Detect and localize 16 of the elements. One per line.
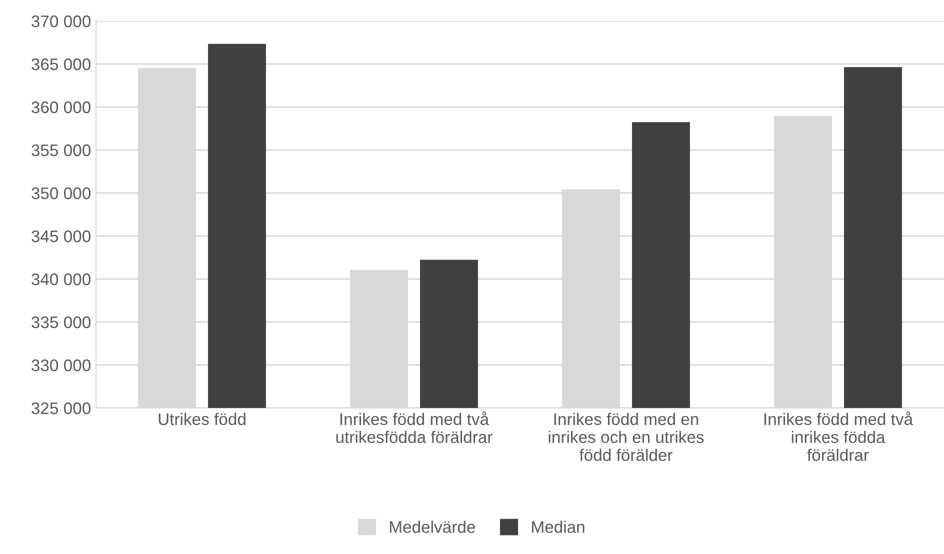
- y-tick-label: 345 000: [32, 230, 90, 242]
- y-tick-label: 355 000: [32, 144, 90, 156]
- y-tick-label: 365 000: [32, 58, 90, 70]
- y-tick-label: 330 000: [32, 359, 90, 372]
- y-tick-label: 335 000: [32, 316, 90, 328]
- x-tick-label: Utrikes född: [158, 412, 246, 426]
- legend-label: Medelvärde: [390, 520, 475, 533]
- y-tick-label: 325 000: [32, 402, 90, 414]
- y-tick-label: 340 000: [32, 273, 90, 286]
- legend-label: Median: [532, 520, 584, 533]
- y-tick-label: 350 000: [32, 187, 90, 200]
- x-tick-label: Inrikes född med två inrikes födda föräldrar: [764, 412, 914, 462]
- y-tick-label: 360 000: [32, 101, 90, 114]
- x-tick-label: Inrikes född med två utrikesfödda föräldrar: [336, 412, 492, 444]
- x-tick-label: Inrikes född med en inrikes och en utrikes född förälder: [548, 412, 704, 462]
- y-tick-label: 370 000: [32, 15, 90, 28]
